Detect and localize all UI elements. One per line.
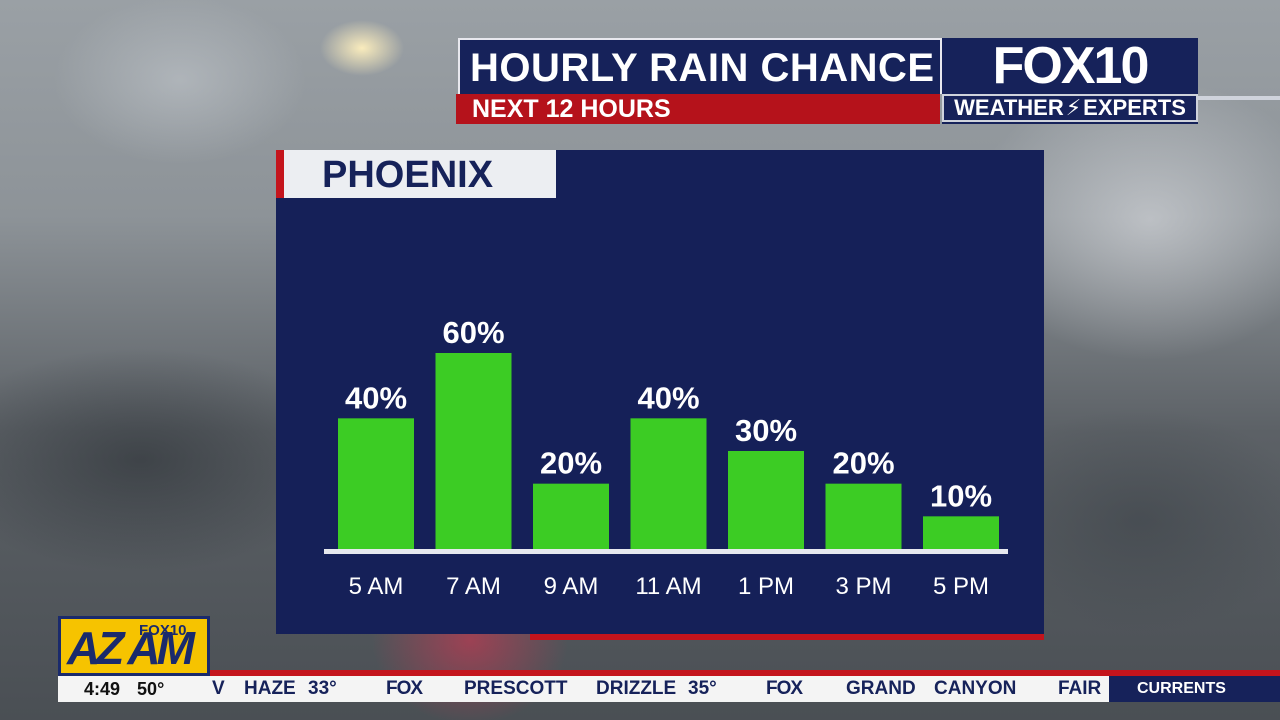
ticker-item: PRESCOTT [464, 678, 568, 699]
az-am-logo-text: AZ AM [67, 622, 195, 674]
logo-divider-line [1198, 96, 1280, 100]
x-tick-label: 11 AM [635, 573, 701, 600]
graphic-subtitle: NEXT 12 HOURS [456, 94, 940, 124]
current-time: 4:49 [84, 679, 121, 699]
ticker-item: HAZE [244, 678, 296, 699]
bar-value-label: 40% [345, 380, 407, 415]
city-label: PHOENIX [276, 150, 556, 198]
fox10-logo-text: FOX10 [992, 37, 1150, 95]
bar [923, 516, 999, 549]
ticker-item: V [212, 678, 225, 699]
weather-experts-logo: WEATHER⚡EXPERTS [942, 94, 1198, 122]
experts-logo-word: EXPERTS [1083, 95, 1186, 120]
ticker-item: FAIR [1058, 678, 1102, 699]
x-tick-label: 1 PM [738, 573, 794, 600]
bar-value-label: 20% [832, 446, 894, 481]
lightning-bolt-icon: ⚡ [1065, 95, 1082, 120]
panel-accent-line [530, 634, 1044, 640]
weather-ticker: V HAZE 33° FOX PRESCOTT DRIZZLE 35° FOX … [210, 676, 1106, 702]
bar-value-label: 40% [637, 380, 699, 415]
rain-chance-bar-chart: 40% 5 AM 60% 7 AM 20% 9 AM 40% 11 AM 30% 1 PM 20% 3… [324, 315, 1008, 600]
bar [533, 483, 609, 549]
chart-panel: 40% 5 AM 60% 7 AM 20% 9 AM 40% 11 AM 30% 1 PM 20% 3… [276, 150, 1044, 634]
x-tick-label: 9 AM [544, 573, 599, 600]
bar-value-label: 30% [735, 413, 797, 448]
az-am-show-logo: AZ AM FOX10 [58, 616, 210, 676]
ticker-accent-line [210, 670, 1280, 676]
ticker-fox-logo: FOX [386, 678, 423, 699]
bar [728, 451, 804, 549]
az-am-fox10-text: FOX10 [139, 622, 187, 639]
bar-value-label: 10% [930, 478, 992, 513]
bar [630, 418, 707, 549]
x-tick-label: 7 AM [446, 573, 501, 600]
bar [825, 483, 902, 549]
bar-value-label: 60% [442, 315, 504, 350]
bar-value-label: 20% [540, 446, 602, 481]
ticker-item: GRAND [846, 678, 916, 699]
x-tick-label: 5 AM [349, 573, 404, 600]
ticker-segment-label: CURRENTS [1106, 676, 1280, 702]
ticker-item: DRIZZLE [596, 678, 677, 699]
time-temp-box: 4:49 50° [58, 676, 210, 702]
ticker-item: CANYON [934, 678, 1017, 699]
x-tick-label: 3 PM [835, 573, 891, 600]
bar [338, 418, 414, 549]
chart-baseline [324, 549, 1008, 554]
ticker-fox-logo: FOX [766, 678, 803, 699]
weather-logo-word: WEATHER [954, 95, 1064, 120]
fox10-weather-logo: FOX10 WEATHER⚡EXPERTS [942, 38, 1198, 124]
x-tick-label: 5 PM [933, 573, 989, 600]
ticker-item: 35° [688, 678, 717, 699]
ticker-item: 33° [308, 678, 337, 699]
bar [435, 353, 512, 549]
graphic-title: HOURLY RAIN CHANCE [458, 38, 942, 94]
current-temp: 50° [137, 679, 165, 699]
